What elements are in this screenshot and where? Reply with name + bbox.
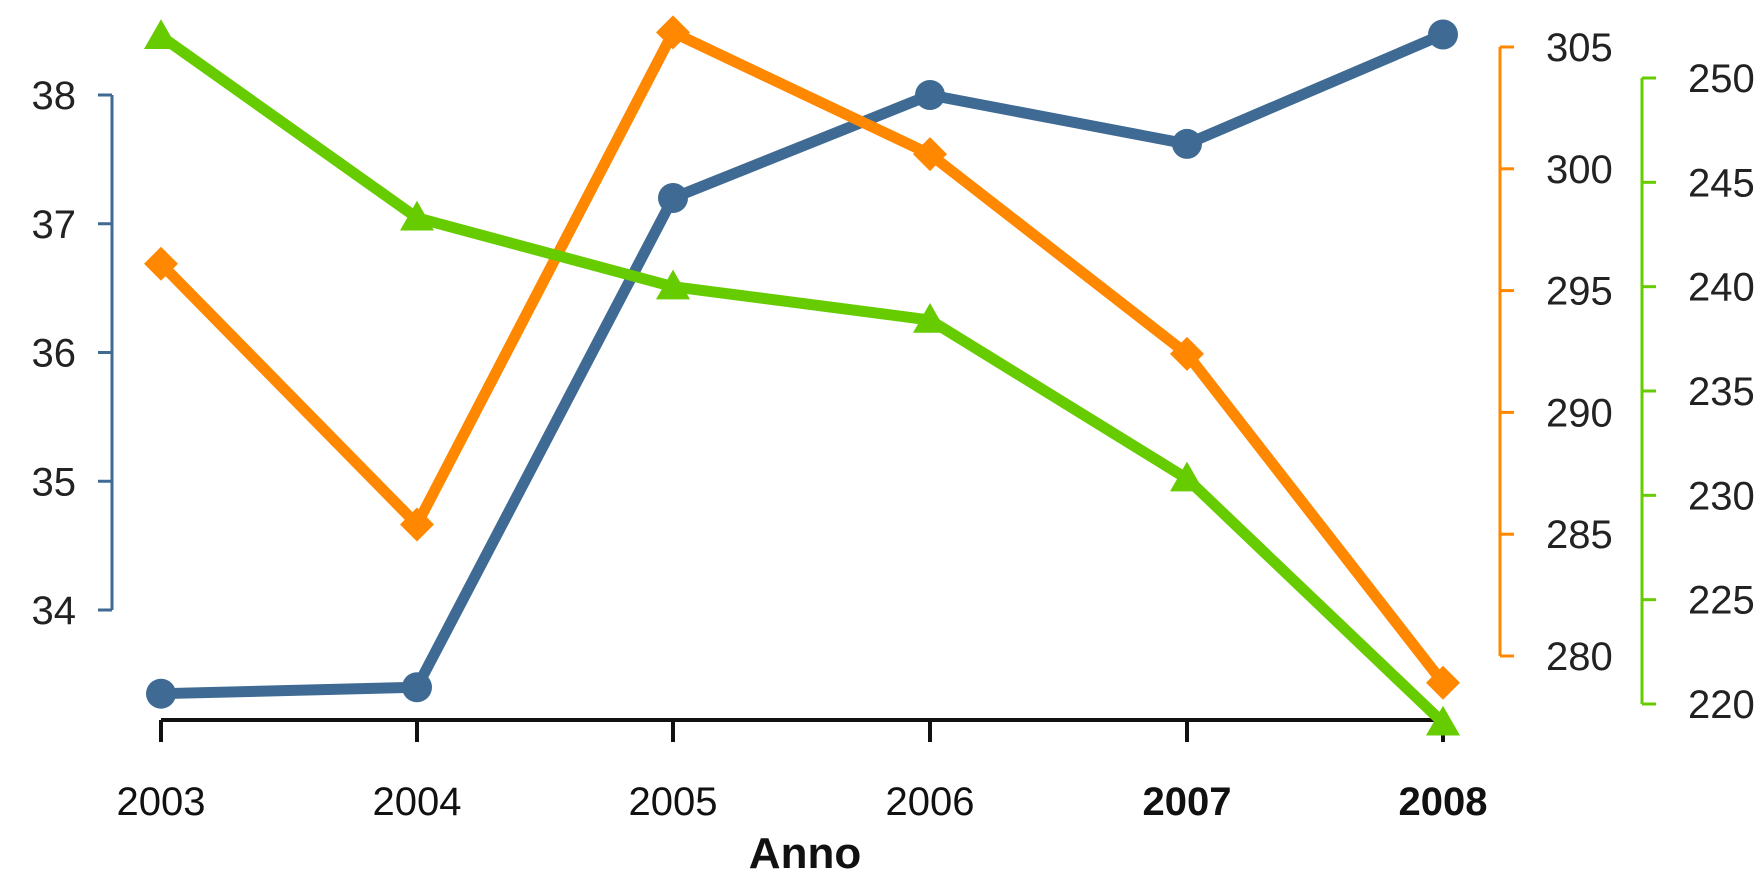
right1-tick-label: 280 [1546,635,1613,679]
right-axis-orange: 280 285 290 295 300 305 [1498,26,1613,679]
x-tick-label: 2008 [1399,780,1488,824]
right2-tick-label: 235 [1688,370,1755,414]
left-tick-label: 37 [32,203,77,247]
right1-tick-label: 290 [1546,391,1613,435]
plot-series [144,15,1460,736]
right2-tick-label: 230 [1688,474,1755,518]
data-point-diamond [1426,665,1460,700]
right1-tick-label: 295 [1546,270,1613,314]
left-tick-label: 34 [32,589,77,633]
right2-tick-label: 225 [1688,579,1755,623]
data-point-triangle [656,269,690,300]
series-line-diamond [155,26,1449,689]
right1-tick-label: 285 [1546,513,1613,557]
right2-tick-label: 220 [1688,683,1755,727]
x-tick-label: 2006 [886,780,975,824]
series-line-circle [155,28,1449,700]
right2-tick-label: 245 [1688,161,1755,205]
right1-tick-label: 300 [1546,148,1613,192]
data-point-circle [1172,128,1202,159]
right1-tick-label: 305 [1546,26,1613,70]
data-point-diamond [913,137,947,172]
x-tick-label: 2003 [117,780,206,824]
data-point-circle [402,672,432,703]
data-point-diamond [656,15,690,50]
data-point-diamond [400,507,434,542]
x-tick-label: 2007 [1143,780,1232,824]
x-tick-label: 2004 [373,780,462,824]
right2-tick-label: 250 [1688,57,1755,101]
data-point-diamond [144,246,178,281]
x-axis-title: Anno [749,829,861,876]
x-axis: 2003 2004 2005 2006 2007 2008 [117,718,1488,824]
left-tick-label: 38 [32,74,77,118]
data-point-circle [146,678,176,709]
data-point-triangle [1170,461,1204,492]
series-line-triangle [155,30,1449,729]
data-point-circle [915,80,945,110]
data-point-triangle [913,303,947,333]
data-point-circle [1428,19,1458,50]
data-point-circle [658,183,688,213]
left-axis: 34 35 36 37 38 [32,74,114,633]
left-tick-label: 35 [32,460,77,504]
right2-tick-label: 240 [1688,266,1755,310]
data-point-triangle [1426,705,1460,736]
data-point-triangle [144,19,178,50]
data-point-diamond [1170,336,1204,371]
data-point-triangle [400,200,434,231]
right-axis-green: 220 225 230 235 240 245 250 [1640,57,1755,727]
x-tick-label: 2005 [629,780,718,824]
left-tick-label: 36 [32,332,77,376]
